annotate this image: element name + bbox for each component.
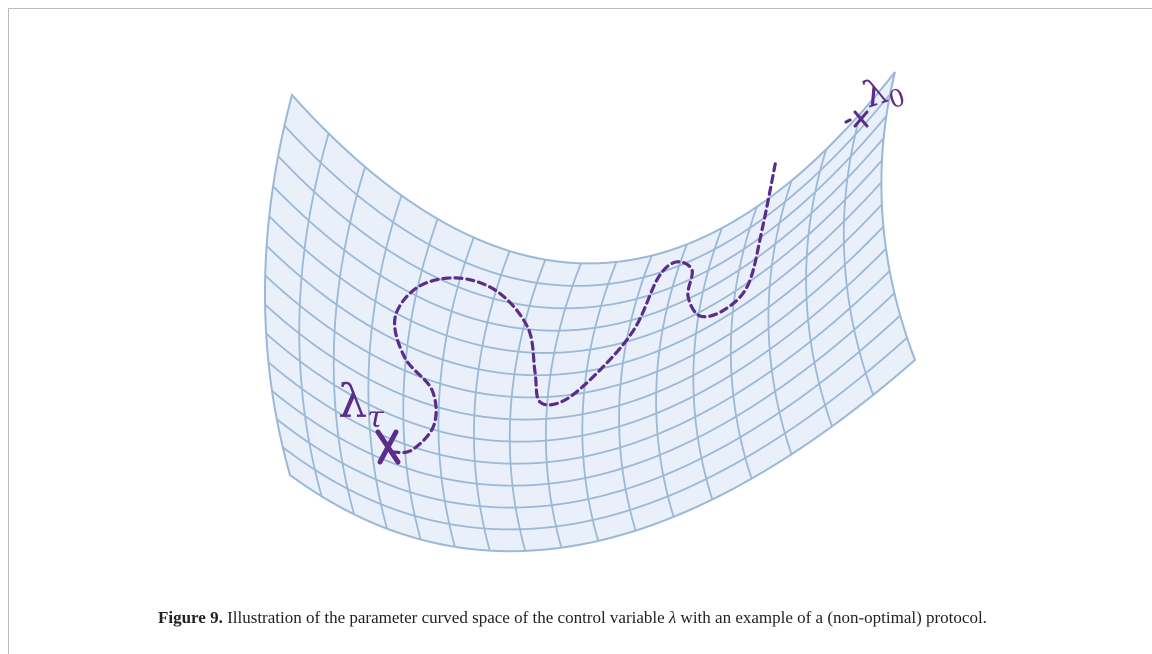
grid-line (272, 137, 885, 332)
grid-line (277, 115, 888, 310)
caption-text: Illustration of the parameter curved spa… (227, 608, 665, 627)
grid-line (508, 259, 547, 552)
grid-line (842, 112, 875, 396)
grid-line (473, 250, 511, 551)
grid-line (544, 262, 582, 548)
caption-text: with an example of a (non-optimal) proto… (680, 608, 987, 627)
cross-stroke (853, 110, 869, 128)
grid-line (264, 225, 885, 421)
symbol: λ (338, 374, 367, 428)
grid-line (618, 255, 653, 531)
grid-line (282, 337, 908, 531)
start-marker (853, 110, 869, 128)
curved-surface (263, 71, 917, 553)
grid-line (267, 270, 891, 465)
grid-line (298, 133, 330, 497)
figure-frame (8, 8, 1152, 654)
grid-line (805, 149, 833, 427)
figure: λτ λ0 (263, 71, 917, 553)
grid-line (332, 166, 366, 515)
grid-line (692, 227, 723, 500)
grid-line (655, 243, 688, 518)
caption: Figure 9. Illustration of the parameter … (158, 608, 987, 628)
grid-line (767, 180, 793, 455)
end-marker (375, 429, 401, 465)
protocol-path (390, 118, 852, 455)
grid-line (276, 314, 901, 509)
grid-line (283, 93, 891, 287)
grid-line (581, 261, 618, 542)
grid-line (264, 203, 883, 399)
grid-line (367, 195, 403, 529)
grid-line (271, 292, 896, 487)
grid-line (402, 218, 439, 540)
surface-fill (263, 71, 917, 553)
grid-line (729, 206, 758, 479)
grid-line (265, 181, 883, 377)
cross-stroke (377, 429, 399, 465)
caption-symbol: λ (668, 608, 677, 627)
grid-line (437, 237, 475, 548)
grid-line (265, 248, 887, 443)
caption-number: Figure 9. (158, 608, 223, 627)
subscript: τ (367, 400, 384, 435)
grid-line (268, 159, 883, 354)
label-lambda-tau: λτ (338, 374, 384, 435)
